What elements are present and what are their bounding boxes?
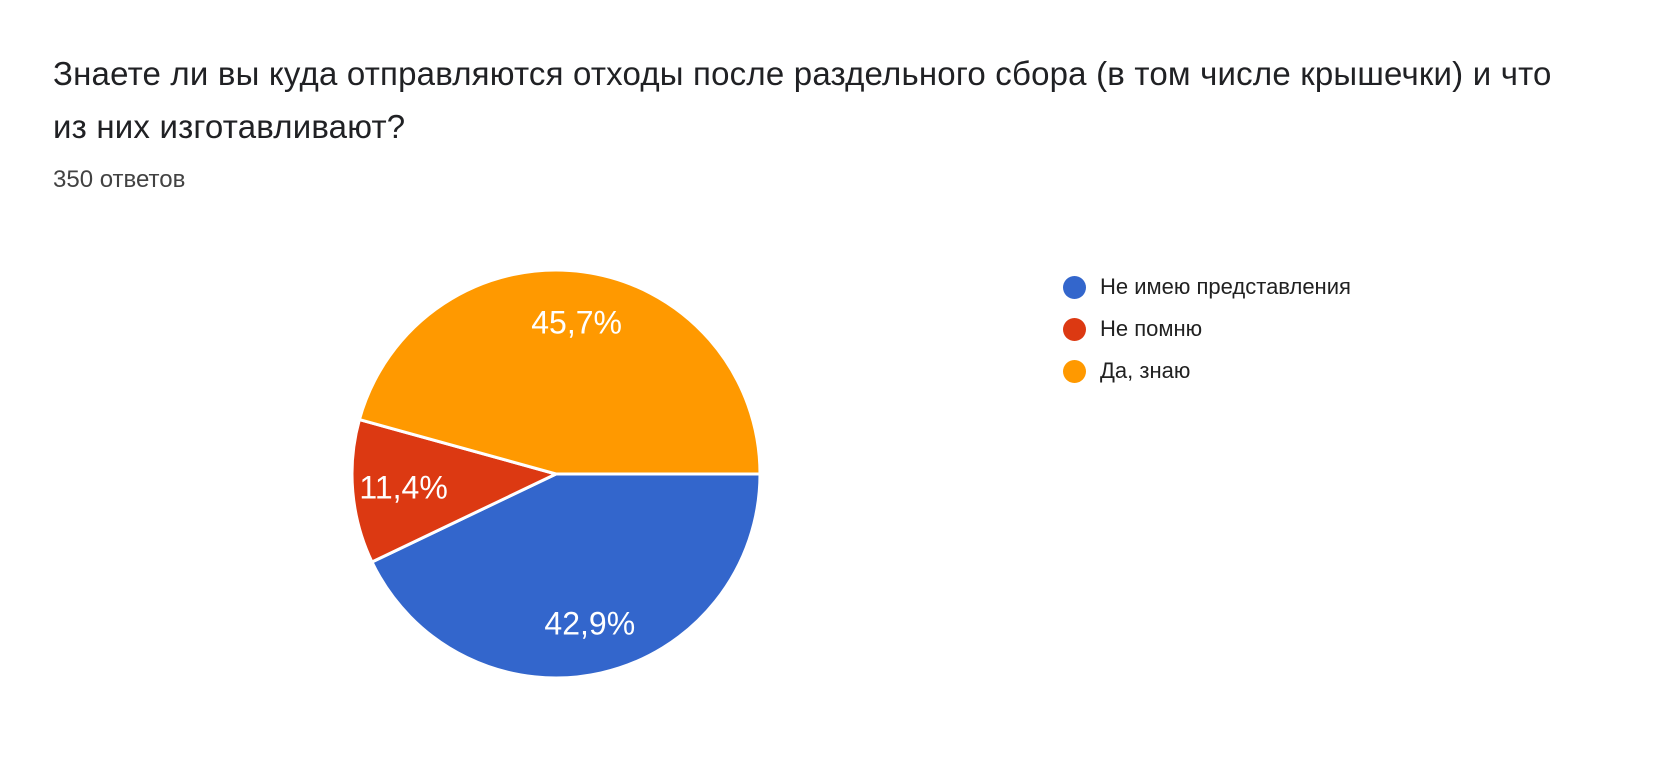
slice-percent-label: 11,4% (359, 470, 447, 506)
chart-question-title: Знаете ли вы куда отправляются отходы по… (53, 55, 1552, 145)
legend-color-dot (1063, 317, 1086, 341)
pie-slice-2[interactable] (357, 268, 762, 476)
pie-slice-1[interactable] (350, 418, 558, 564)
legend-color-dot (1063, 275, 1086, 299)
legend-item-label: Да, знаю (1100, 358, 1191, 383)
legend-color-dot (1063, 359, 1086, 383)
responses-count: 350 ответов (53, 166, 186, 193)
pie-chart: 42,9% 11,4% 45,7% (348, 266, 764, 682)
slice-percent-label: 42,9% (544, 605, 635, 641)
legend-item-label: Не имею представления (1100, 274, 1351, 299)
pie-chart-svg: 42,9% 11,4% 45,7% (350, 268, 762, 680)
pie-slice-0[interactable] (370, 472, 762, 680)
legend-item: Да, знаю (1063, 350, 1351, 392)
slice-percent-label: 45,7% (531, 305, 622, 341)
chart-legend: Не имею представления Не помню Да, знаю (1063, 266, 1351, 392)
legend-item: Не имею представления (1063, 266, 1351, 308)
legend-item-label: Не помню (1100, 316, 1203, 341)
legend-item: Не помню (1063, 308, 1351, 350)
